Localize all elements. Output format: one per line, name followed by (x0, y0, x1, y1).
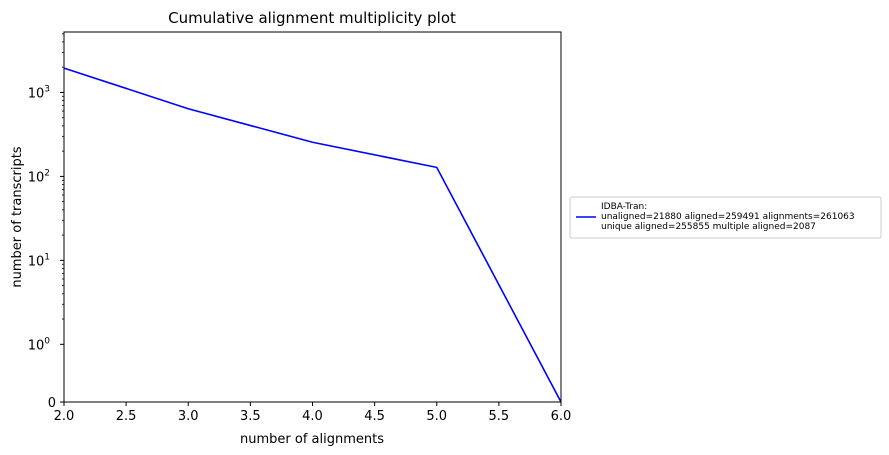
x-tick-label: 3.0 (178, 409, 199, 424)
y-tick-label: 102 (28, 168, 50, 185)
legend: IDBA-Tran:unaligned=21880 aligned=259491… (569, 196, 882, 239)
legend-label: IDBA-Tran: (601, 202, 647, 212)
x-tick-label: 3.5 (240, 409, 261, 424)
series-line-0 (63, 67, 562, 403)
x-axis: 2.0 2.5 3.0 3.5 4.0 4.5 5.0 5.5 6.0 (54, 402, 572, 424)
x-tick-label: 6.0 (551, 409, 572, 424)
y-axis: 0 100 101 102 103 (28, 33, 64, 411)
legend-label: unique aligned=255855 multiple aligned=2… (601, 222, 816, 232)
chart-title: Cumulative alignment multiplicity plot (168, 9, 456, 27)
legend-label: unaligned=21880 aligned=259491 alignment… (601, 212, 855, 222)
y-tick-label: 0 (48, 396, 56, 411)
x-tick-label: 2.0 (54, 409, 75, 424)
y-axis-label: number of transcripts (10, 146, 25, 287)
x-tick-label: 5.5 (489, 409, 510, 424)
y-tick-label: 101 (28, 252, 50, 269)
y-tick-label: 103 (28, 84, 50, 101)
x-axis-label: number of alignments (240, 432, 384, 447)
x-tick-label: 4.5 (364, 409, 385, 424)
plot-area (63, 67, 562, 403)
x-tick-label: 4.0 (302, 409, 323, 424)
x-tick-label: 2.5 (116, 409, 137, 424)
y-tick-label: 100 (28, 336, 51, 353)
plot-frame (63, 31, 562, 403)
x-tick-label: 5.0 (426, 409, 447, 424)
legend-box (569, 196, 882, 239)
